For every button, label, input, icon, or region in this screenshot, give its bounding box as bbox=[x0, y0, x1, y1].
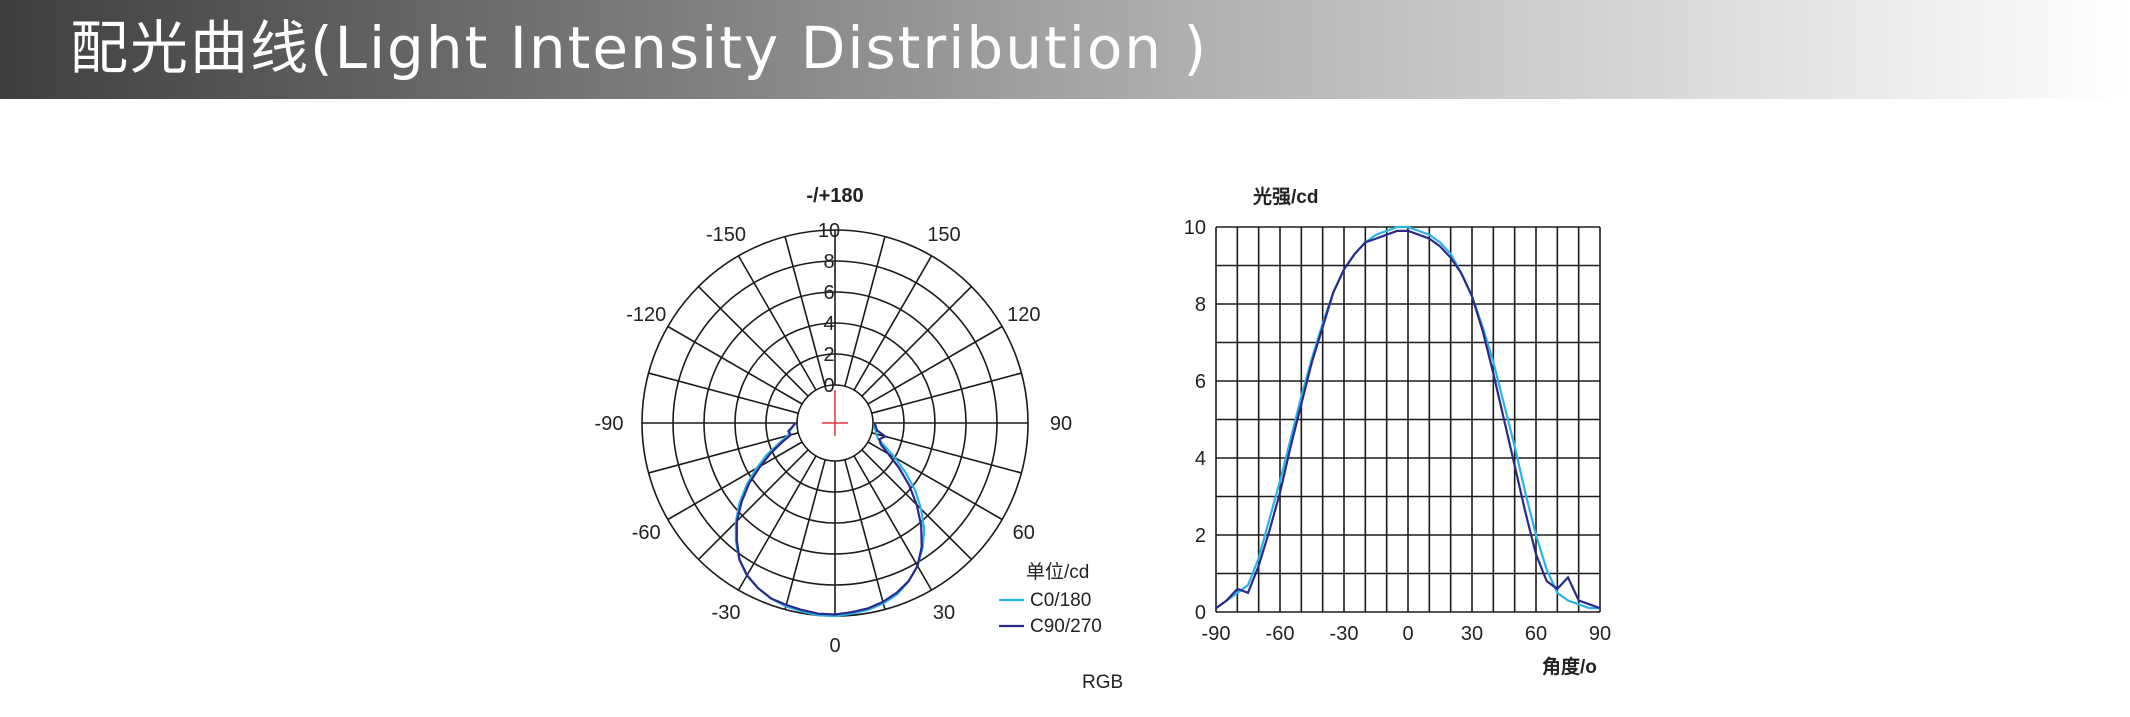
x-tick--60: -60 bbox=[1266, 623, 1295, 645]
radial-tick-2: 2 bbox=[823, 344, 834, 366]
x-tick-60: 60 bbox=[1525, 623, 1547, 645]
angle-label-0: 0 bbox=[829, 635, 840, 657]
x-tick-0: 0 bbox=[1402, 623, 1413, 645]
radial-tick-4: 4 bbox=[823, 313, 834, 335]
rect-series bbox=[1215, 225, 1601, 610]
polar-spoke bbox=[667, 441, 803, 521]
polar-spoke bbox=[667, 325, 803, 405]
x-tick-90: 90 bbox=[1589, 623, 1611, 645]
footer-label: RGB bbox=[1082, 672, 1123, 693]
angle-label-120: 120 bbox=[1007, 304, 1040, 326]
angle-label-60: 60 bbox=[1013, 522, 1035, 544]
polar-grid bbox=[641, 229, 1029, 617]
y-tick-4: 4 bbox=[1195, 448, 1206, 470]
y-tick-8: 8 bbox=[1195, 294, 1206, 316]
polar-spoke bbox=[844, 236, 886, 387]
radial-tick-0: 0 bbox=[823, 375, 834, 397]
y-tick-2: 2 bbox=[1195, 525, 1206, 547]
x-tick--90: -90 bbox=[1202, 623, 1231, 645]
polar-spoke bbox=[871, 432, 1022, 474]
angle-label-neg30: -30 bbox=[712, 602, 741, 624]
polar-series-c90-270 bbox=[735, 422, 923, 616]
polar-spoke bbox=[861, 285, 973, 397]
rect-ticks: -90 -60 -30 0 30 60 90 0 2 4 6 8 10 bbox=[1184, 217, 1611, 645]
rect-grid bbox=[1215, 226, 1601, 613]
polar-spoke bbox=[784, 236, 826, 387]
angle-label-neg150: -150 bbox=[706, 224, 746, 246]
line-series-c0-180 bbox=[1215, 225, 1600, 610]
angle-label-180: -/+180 bbox=[806, 185, 863, 207]
y-tick-10: 10 bbox=[1184, 217, 1206, 239]
polar-radial-ticks: 10 8 6 4 2 0 bbox=[818, 220, 840, 397]
polar-spoke bbox=[844, 459, 886, 610]
y-axis-label: 光强/cd bbox=[1252, 185, 1318, 208]
polar-spoke bbox=[648, 372, 799, 414]
legend: 单位/cd C0/180 C90/270 bbox=[999, 561, 1102, 637]
radial-tick-8: 8 bbox=[823, 251, 834, 273]
angle-label-neg120: -120 bbox=[626, 304, 666, 326]
angle-label-neg90: -90 bbox=[595, 413, 624, 435]
radial-tick-6: 6 bbox=[823, 282, 834, 304]
y-tick-0: 0 bbox=[1195, 602, 1206, 624]
legend-entry-c90: C90/270 bbox=[1030, 616, 1102, 637]
angle-label-30: 30 bbox=[933, 602, 955, 624]
polar-spoke bbox=[871, 372, 1022, 414]
polar-spoke bbox=[867, 325, 1003, 405]
x-tick--30: -30 bbox=[1330, 623, 1359, 645]
legend-entry-c0: C0/180 bbox=[1030, 590, 1091, 611]
x-axis-label: 角度/o bbox=[1542, 655, 1597, 678]
angle-label-neg60: -60 bbox=[632, 522, 661, 544]
page-title: 配光曲线(Light Intensity Distribution ) bbox=[70, 14, 1209, 82]
polar-spoke bbox=[737, 255, 817, 391]
polar-series-c0-180 bbox=[734, 422, 926, 618]
x-tick-30: 30 bbox=[1461, 623, 1483, 645]
polar-spoke bbox=[737, 455, 817, 591]
polar-series bbox=[734, 422, 926, 618]
polar-spoke bbox=[853, 255, 933, 391]
polar-spoke bbox=[697, 285, 809, 397]
polar-spoke bbox=[853, 455, 933, 591]
polar-spoke bbox=[784, 459, 826, 610]
rect-chart: -90 -60 -30 0 30 60 90 0 2 4 6 8 10 光强/cd 角度/o bbox=[1184, 185, 1611, 678]
radial-tick-10: 10 bbox=[818, 220, 840, 242]
line-series-c90-270 bbox=[1215, 229, 1601, 610]
angle-label-150: 150 bbox=[927, 224, 960, 246]
y-tick-6: 6 bbox=[1195, 371, 1206, 393]
legend-unit: 单位/cd bbox=[1026, 561, 1089, 583]
angle-label-90: 90 bbox=[1050, 413, 1072, 435]
polar-spoke bbox=[697, 449, 809, 561]
title-banner: 配光曲线(Light Intensity Distribution ) bbox=[0, 0, 2130, 99]
polar-spoke bbox=[648, 432, 799, 474]
